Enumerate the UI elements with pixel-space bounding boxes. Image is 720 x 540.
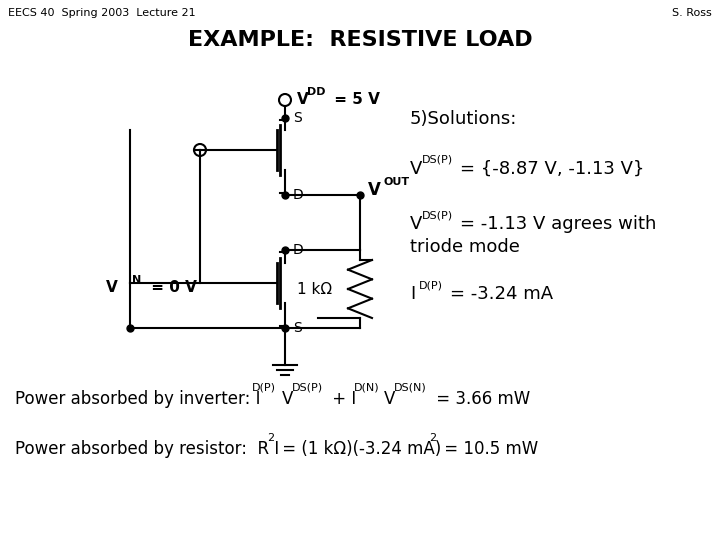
Text: V: V bbox=[410, 215, 423, 233]
Text: EXAMPLE:  RESISTIVE LOAD: EXAMPLE: RESISTIVE LOAD bbox=[188, 30, 532, 50]
Text: = 3.66 mW: = 3.66 mW bbox=[431, 390, 530, 408]
Text: DS(P): DS(P) bbox=[422, 210, 453, 220]
Text: V: V bbox=[410, 160, 423, 178]
Text: = (1 kΩ)(-3.24 mA): = (1 kΩ)(-3.24 mA) bbox=[277, 440, 441, 458]
Text: EECS 40  Spring 2003  Lecture 21: EECS 40 Spring 2003 Lecture 21 bbox=[8, 8, 196, 18]
Text: D(P): D(P) bbox=[419, 280, 443, 290]
Text: V: V bbox=[282, 390, 293, 408]
Text: V: V bbox=[384, 390, 395, 408]
Text: D(P): D(P) bbox=[252, 383, 276, 393]
Text: D(N): D(N) bbox=[354, 383, 379, 393]
Text: 1 kΩ: 1 kΩ bbox=[297, 281, 332, 296]
Text: = -1.13 V agrees with: = -1.13 V agrees with bbox=[460, 215, 657, 233]
Text: Power absorbed by inverter: I: Power absorbed by inverter: I bbox=[15, 390, 261, 408]
Text: DS(N): DS(N) bbox=[394, 383, 427, 393]
Text: 2: 2 bbox=[267, 433, 274, 443]
Text: DS(P): DS(P) bbox=[422, 155, 453, 165]
Text: Power absorbed by resistor:  R I: Power absorbed by resistor: R I bbox=[15, 440, 279, 458]
Text: + I: + I bbox=[327, 390, 356, 408]
Text: S: S bbox=[293, 111, 302, 125]
Text: V: V bbox=[368, 181, 381, 199]
Text: triode mode: triode mode bbox=[410, 238, 520, 256]
Text: I: I bbox=[410, 285, 415, 303]
Text: S: S bbox=[293, 321, 302, 335]
Text: V: V bbox=[297, 92, 309, 107]
Text: OUT: OUT bbox=[384, 177, 410, 187]
Text: 5)Solutions:: 5)Solutions: bbox=[410, 110, 518, 128]
Text: = -3.24 mA: = -3.24 mA bbox=[450, 285, 553, 303]
Text: IN: IN bbox=[128, 275, 141, 285]
Text: DD: DD bbox=[307, 87, 325, 97]
Text: = 5 V: = 5 V bbox=[329, 92, 380, 107]
Text: = 0 V: = 0 V bbox=[146, 280, 197, 295]
Text: = 10.5 mW: = 10.5 mW bbox=[439, 440, 539, 458]
Text: V: V bbox=[107, 280, 118, 295]
Text: 2: 2 bbox=[429, 433, 436, 443]
Text: D: D bbox=[293, 243, 304, 257]
Text: DS(P): DS(P) bbox=[292, 383, 323, 393]
Text: D: D bbox=[293, 188, 304, 202]
Text: = {-8.87 V, -1.13 V}: = {-8.87 V, -1.13 V} bbox=[460, 160, 644, 178]
Text: S. Ross: S. Ross bbox=[672, 8, 712, 18]
